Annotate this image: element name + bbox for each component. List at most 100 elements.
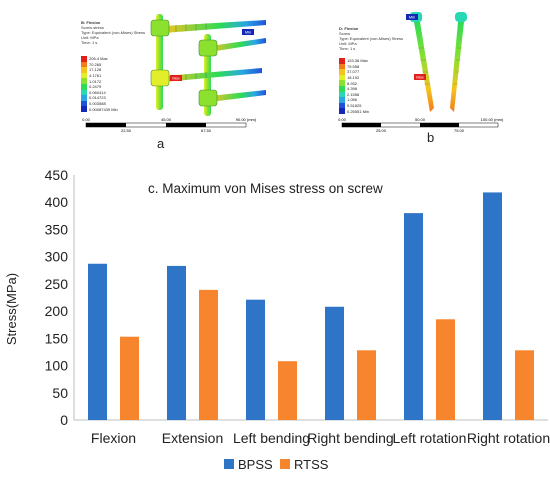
y-tick-label: 400 — [45, 194, 69, 210]
color-legend-entry: 0.51825 — [339, 102, 369, 109]
panel-a-header: B: Flexion Screw stress Type: Equivalent… — [81, 20, 145, 45]
panel-b-header-line: Unit: MPa — [339, 41, 357, 46]
panel-b-header: D: Flexion Screw Type: Equivalent (von-M… — [339, 26, 403, 51]
x-tick-label: Right bending — [307, 430, 393, 446]
max-probe-label: Max — [416, 75, 424, 80]
scale-sub-label: 22.50 — [121, 128, 132, 133]
color-swatch — [339, 63, 345, 70]
color-legend-entry: 1.056 — [339, 97, 369, 103]
screw-head — [455, 12, 467, 22]
color-legend-entry: 0.00087439 Min — [81, 106, 118, 112]
color-legend-value: 4.398 — [347, 86, 358, 92]
screw-head — [198, 89, 218, 107]
bar-rtss — [278, 361, 297, 420]
color-legend-value: 37.077 — [347, 69, 360, 75]
x-tick-label: Left bending — [233, 430, 310, 446]
color-swatch — [81, 56, 87, 62]
color-legend-entry: 17.128 — [81, 67, 118, 73]
bar-rtss — [357, 350, 376, 420]
color-legend-entry: 0.25551 Min — [339, 108, 369, 114]
color-swatch — [339, 74, 345, 81]
panel-b-color-legend: 153.36 Max 75.558 37.077 18.192 8.932 4.398 2.… — [339, 58, 369, 114]
legend-swatch-rtss — [280, 459, 290, 469]
screw-head — [150, 19, 170, 37]
chart-legend: BPSS RTSS — [224, 457, 329, 472]
y-tick-label: 300 — [45, 249, 69, 265]
scale-label: 45.00 — [161, 117, 172, 122]
color-legend-value: 70.265 — [89, 61, 102, 67]
x-tick-label: Flexion — [91, 430, 136, 446]
color-legend-value: 4.1761 — [89, 73, 102, 79]
panel-a-scale-bar — [85, 122, 247, 128]
scale-sub-label: 25.00 — [376, 128, 387, 133]
color-legend-entry: 8.932 — [339, 80, 369, 86]
scale-sub-label: 67.50 — [201, 128, 212, 133]
color-legend-value: 0.00087439 Min — [89, 106, 118, 112]
color-legend-entry: 2.1558 — [339, 91, 369, 98]
chart-bars — [88, 192, 534, 420]
min-probe-label: Min — [245, 30, 251, 35]
panel-b-header-line: Type: Equivalent (von-Mises) Stress — [339, 36, 404, 41]
color-swatch — [339, 97, 345, 103]
color-legend-entry: 4.1761 — [81, 72, 118, 79]
color-legend-entry: 37.077 — [339, 69, 369, 75]
chart-axes — [73, 175, 548, 421]
chart-y-tick-labels: 0 50 100 150 200 250 300 350 400 450 — [45, 167, 69, 428]
color-legend-value: 153.36 Max — [347, 58, 368, 64]
panel-a-header-line: B: Flexion — [81, 20, 101, 25]
color-legend-entry: 75.558 — [339, 63, 369, 70]
color-legend-value: 0.003588 — [89, 101, 106, 107]
panel-b-letter: b — [427, 130, 435, 145]
min-probe-label: Min — [409, 15, 415, 20]
y-axis-label: Stress(MPa) — [4, 273, 19, 345]
bar-bpss — [246, 299, 265, 420]
color-legend-entry: 1.0172 — [81, 78, 118, 84]
color-swatch — [339, 102, 345, 109]
color-legend-value: 1.0172 — [89, 78, 102, 84]
color-swatch — [339, 80, 345, 86]
color-swatch — [81, 106, 87, 112]
y-tick-label: 450 — [45, 167, 69, 183]
legend-swatch-bpss — [224, 459, 234, 469]
color-legend-value: 17.128 — [89, 67, 102, 73]
panel-a-header-line: Unit: MPa — [81, 35, 99, 40]
screw-shaft — [210, 38, 266, 52]
color-swatch — [339, 85, 345, 92]
panel-b: D: Flexion Screw Type: Equivalent (von-M… — [334, 8, 506, 134]
color-legend-value: 75.558 — [347, 63, 360, 69]
panel-a: B: Flexion Screw stress Type: Equivalent… — [76, 8, 276, 134]
max-probe-tag — [414, 74, 426, 80]
min-probe-tag — [406, 14, 418, 20]
color-legend-entry: 206.4 Max — [81, 56, 118, 62]
y-tick-label: 150 — [45, 330, 69, 346]
max-probe-tag — [170, 75, 182, 81]
color-swatch — [339, 58, 345, 64]
x-tick-label: Extension — [162, 430, 223, 446]
color-swatch — [81, 78, 87, 84]
screw-head — [198, 39, 218, 57]
color-legend-value: 206.4 Max — [89, 56, 108, 62]
screw-shaft — [450, 22, 464, 112]
color-legend-value: 0.25551 Min — [347, 108, 370, 114]
color-swatch — [81, 95, 87, 101]
x-tick-label: Right rotation — [467, 430, 550, 446]
panel-a-header-line: Screw stress — [81, 25, 104, 30]
color-legend-entry: 153.36 Max — [339, 58, 369, 64]
y-tick-label: 200 — [45, 303, 69, 319]
color-legend-value: 8.932 — [347, 80, 358, 86]
scale-sub-label: 75.00 — [454, 128, 465, 133]
screw-shaft — [414, 22, 434, 112]
color-swatch — [81, 67, 87, 73]
color-swatch — [81, 100, 87, 107]
bar-rtss — [436, 319, 455, 420]
color-swatch — [339, 69, 345, 75]
color-swatch — [81, 61, 87, 68]
color-legend-entry: 0.003588 — [81, 100, 118, 107]
color-swatch — [339, 91, 345, 98]
y-tick-label: 0 — [60, 412, 68, 428]
legend-label-bpss: BPSS — [238, 457, 273, 472]
color-legend-entry: 4.398 — [339, 85, 369, 92]
panel-b-scale-bar — [341, 122, 499, 128]
